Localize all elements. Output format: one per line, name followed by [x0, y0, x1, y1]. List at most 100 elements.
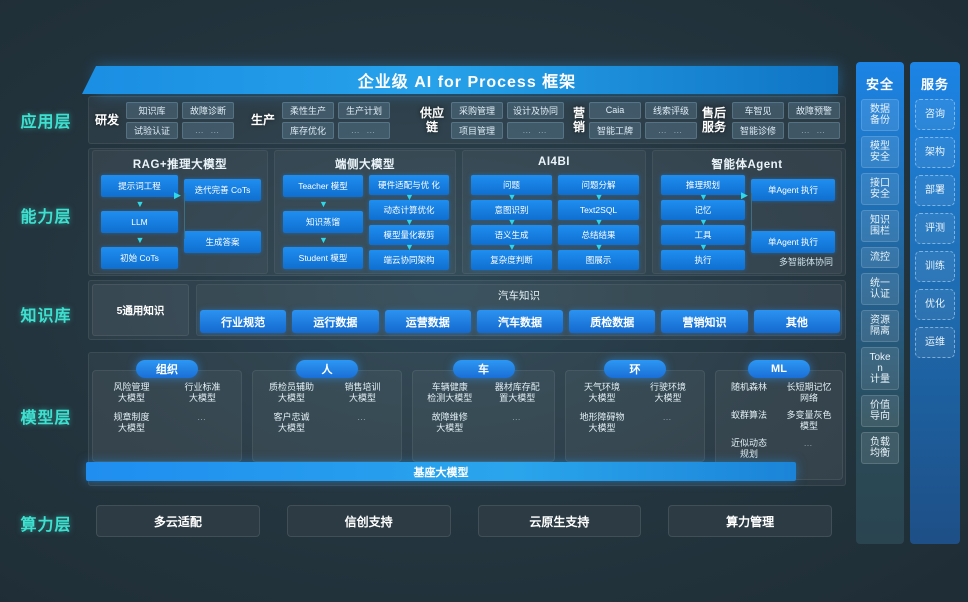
security-rail-item[interactable]: 价值 导向	[861, 395, 899, 427]
model-item[interactable]: …	[197, 412, 208, 422]
knowledge-chip[interactable]: 运行数据	[292, 310, 379, 333]
application-chip[interactable]: 库存优化	[282, 121, 334, 139]
model-item[interactable]: 质检员辅助 大模型	[268, 382, 314, 403]
security-rail-item[interactable]: 接口 安全	[861, 173, 899, 205]
security-rail-item[interactable]: 知识 围栏	[861, 210, 899, 242]
model-item[interactable]: 器材库存配 置大模型	[494, 382, 540, 403]
capability-node[interactable]: 问题分解	[558, 175, 639, 195]
capability-node[interactable]: 记忆	[661, 200, 745, 220]
model-item[interactable]: 销售培训 大模型	[344, 382, 381, 403]
capability-node[interactable]: Teacher 模型	[283, 175, 363, 197]
model-item[interactable]: …	[511, 412, 523, 422]
knowledge-chip[interactable]: 营销知识	[661, 310, 748, 333]
model-group-pill[interactable]: 人	[296, 360, 358, 378]
capability-node[interactable]: 初始 CoTs	[101, 247, 178, 269]
security-rail-item[interactable]: 资源 隔离	[861, 310, 899, 342]
security-rail-item[interactable]: 流控	[861, 247, 899, 268]
model-item[interactable]: 行驶环境 大模型	[649, 382, 686, 403]
service-rail-item[interactable]: 运维	[915, 327, 955, 358]
capability-node[interactable]: LLM	[101, 211, 178, 233]
knowledge-chip[interactable]: 运营数据	[384, 310, 471, 333]
application-chip[interactable]: … …	[788, 121, 840, 139]
model-group-pill[interactable]: ML	[748, 360, 810, 378]
security-rail-item[interactable]: 数据 备份	[861, 99, 899, 131]
application-chip[interactable]: 柔性生产	[282, 101, 334, 119]
base-model-bar[interactable]: 基座大模型	[86, 462, 796, 481]
capability-node[interactable]: Text2SQL	[558, 200, 639, 220]
application-chip[interactable]: 智能工牌	[589, 121, 642, 139]
model-item[interactable]: 长短期记忆 网络	[786, 382, 832, 403]
capability-node[interactable]: 提示词工程	[101, 175, 178, 197]
application-chip[interactable]: … …	[507, 121, 565, 139]
capability-node[interactable]: 推理规划	[661, 175, 745, 195]
model-item[interactable]: 地形障碍物 大模型	[579, 412, 625, 433]
compute-chip[interactable]: 算力管理	[668, 505, 832, 537]
application-chip[interactable]: 故障诊断	[182, 101, 234, 119]
model-item[interactable]: 随机森林	[730, 382, 767, 392]
model-item[interactable]: 风险管理 大模型	[113, 382, 150, 403]
model-item[interactable]: 近似动态 规划	[730, 438, 767, 459]
service-rail-item[interactable]: 优化	[915, 289, 955, 320]
capability-node[interactable]: 总结结果	[558, 225, 639, 245]
knowledge-chip[interactable]: 汽车数据	[476, 310, 564, 333]
application-chip[interactable]: 车智见	[732, 101, 784, 119]
compute-chip[interactable]: 信创支持	[286, 505, 451, 537]
model-item[interactable]: 天气环境 大模型	[583, 382, 620, 403]
application-chip[interactable]: 线索评级	[645, 101, 698, 119]
application-chip[interactable]: 试验认证	[126, 121, 178, 139]
security-rail-item[interactable]: 统一 认证	[861, 273, 899, 305]
capability-node[interactable]: 复杂度判断	[471, 250, 552, 270]
service-rail-item[interactable]: 训练	[915, 251, 955, 282]
model-item[interactable]: …	[803, 438, 815, 448]
knowledge-general-box[interactable]: 5通用知识	[92, 284, 189, 336]
model-item[interactable]: …	[357, 412, 368, 422]
knowledge-chip[interactable]: 行业规范	[200, 310, 287, 333]
application-chip[interactable]: … …	[645, 121, 698, 139]
application-chip[interactable]: Caia	[589, 101, 642, 119]
application-chip[interactable]: 故障预警	[788, 101, 840, 119]
capability-node[interactable]: 迭代完善 CoTs	[184, 179, 261, 201]
service-rail-item[interactable]: 咨询	[915, 99, 955, 130]
security-rail-item[interactable]: 模型 安全	[861, 136, 899, 168]
capability-node[interactable]: Student 模型	[283, 247, 363, 269]
application-chip[interactable]: 采购管理	[451, 101, 503, 119]
capability-node[interactable]: 单Agent 执行	[751, 231, 835, 253]
capability-node[interactable]: 硬件适配与优 化	[369, 175, 449, 195]
capability-node[interactable]: 工具	[661, 225, 745, 245]
capability-node[interactable]: 模型量化裁剪	[369, 225, 449, 245]
capability-node[interactable]: 生成答案	[184, 231, 261, 253]
compute-chip[interactable]: 多云适配	[96, 505, 260, 537]
capability-node[interactable]: 意图识别	[471, 200, 552, 220]
model-group-pill[interactable]: 组织	[136, 360, 198, 378]
service-rail-item[interactable]: 评测	[915, 213, 955, 244]
compute-chip[interactable]: 云原生支持	[477, 505, 642, 537]
application-chip[interactable]: … …	[338, 121, 390, 139]
capability-node[interactable]: 执行	[661, 250, 745, 270]
application-chip[interactable]: 生产计划	[338, 101, 390, 119]
knowledge-chip[interactable]: 其他	[753, 310, 840, 333]
capability-node[interactable]: 图展示	[558, 250, 639, 270]
capability-node[interactable]: 语义生成	[471, 225, 552, 245]
application-chip[interactable]: 智能诊修	[732, 121, 784, 139]
service-rail-item[interactable]: 部署	[915, 175, 955, 206]
model-item[interactable]: 客户忠诚 大模型	[273, 412, 310, 433]
service-rail-item[interactable]: 架构	[915, 137, 955, 168]
model-item[interactable]: 蚁群算法	[730, 410, 767, 420]
capability-node[interactable]: 动态计算优化	[369, 200, 449, 220]
model-item[interactable]: 多变量灰色 模型	[786, 410, 832, 431]
security-rail-item[interactable]: 负载 均衡	[861, 432, 899, 464]
security-rail-item[interactable]: Toke n 计量	[861, 347, 899, 390]
application-chip[interactable]: 设计及协同	[507, 101, 565, 119]
model-group-pill[interactable]: 环	[604, 360, 666, 378]
knowledge-chip[interactable]: 质检数据	[569, 310, 656, 333]
model-item[interactable]: 行业标准 大模型	[184, 382, 221, 403]
model-item[interactable]: 车辆健康 检测大模型	[427, 382, 473, 403]
capability-node[interactable]: 知识蒸馏	[283, 211, 363, 233]
model-item[interactable]: …	[662, 412, 674, 422]
model-item[interactable]: 规章制度 大模型	[113, 412, 150, 433]
model-group-pill[interactable]: 车	[452, 360, 515, 378]
capability-node[interactable]: 问题	[471, 175, 552, 195]
capability-node[interactable]: 端云协同架构	[369, 250, 449, 270]
model-item[interactable]: 故障维修 大模型	[431, 412, 468, 433]
capability-node[interactable]: 单Agent 执行	[751, 179, 835, 201]
